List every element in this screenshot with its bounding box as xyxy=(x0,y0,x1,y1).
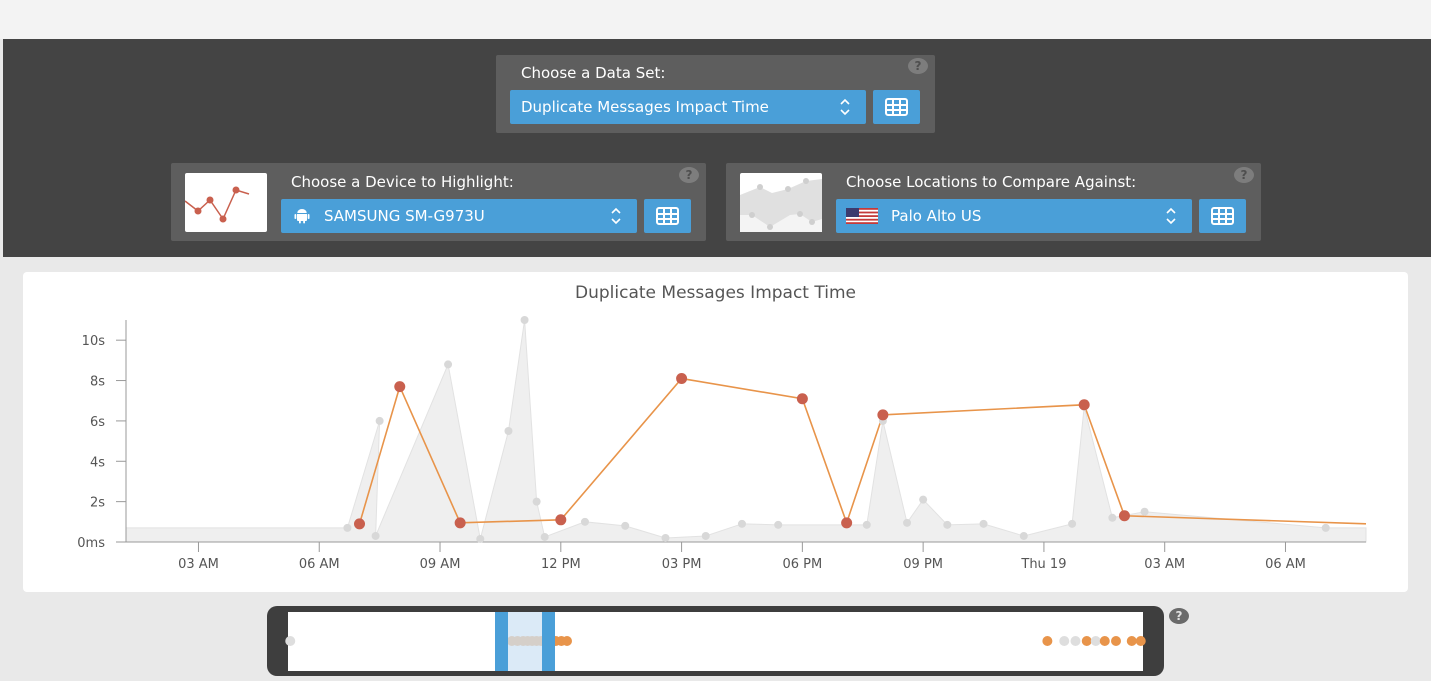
android-icon xyxy=(294,209,310,224)
device-table-button[interactable] xyxy=(644,199,691,233)
line-chart-thumbnail-icon xyxy=(184,186,250,223)
navigator-help-icon[interactable]: ? xyxy=(1169,608,1189,624)
chart-card xyxy=(23,272,1408,592)
location-select[interactable]: Palo Alto US xyxy=(836,199,1192,233)
dataset-label: Choose a Data Set: xyxy=(521,64,666,82)
navigator-track xyxy=(288,612,1143,671)
location-table-button[interactable] xyxy=(1199,199,1246,233)
dataset-select[interactable]: Duplicate Messages Impact Time xyxy=(510,90,866,124)
table-icon xyxy=(885,98,908,116)
location-help-icon[interactable]: ? xyxy=(1234,167,1254,183)
area-chart-thumbnail-icon xyxy=(740,178,822,232)
location-label: Choose Locations to Compare Against: xyxy=(846,173,1137,191)
device-help-icon[interactable]: ? xyxy=(679,167,699,183)
chevron-updown-icon xyxy=(1166,207,1176,225)
device-thumbnail xyxy=(184,173,267,232)
location-thumbnail xyxy=(740,173,822,232)
device-select-value: SAMSUNG SM-G973U xyxy=(324,207,485,225)
top-strip xyxy=(0,0,1431,39)
dataset-select-value: Duplicate Messages Impact Time xyxy=(521,98,769,116)
chart-title: Duplicate Messages Impact Time xyxy=(575,283,856,303)
device-select[interactable]: SAMSUNG SM-G973U xyxy=(281,199,637,233)
location-select-value: Palo Alto US xyxy=(891,207,982,225)
chevron-updown-icon xyxy=(611,207,621,225)
us-flag-icon xyxy=(846,208,878,224)
chevron-updown-icon xyxy=(840,98,850,116)
table-icon xyxy=(1211,207,1234,225)
dataset-table-button[interactable] xyxy=(873,90,920,124)
table-icon xyxy=(656,207,679,225)
dataset-help-icon[interactable]: ? xyxy=(908,58,928,74)
device-label: Choose a Device to Highlight: xyxy=(291,173,514,191)
